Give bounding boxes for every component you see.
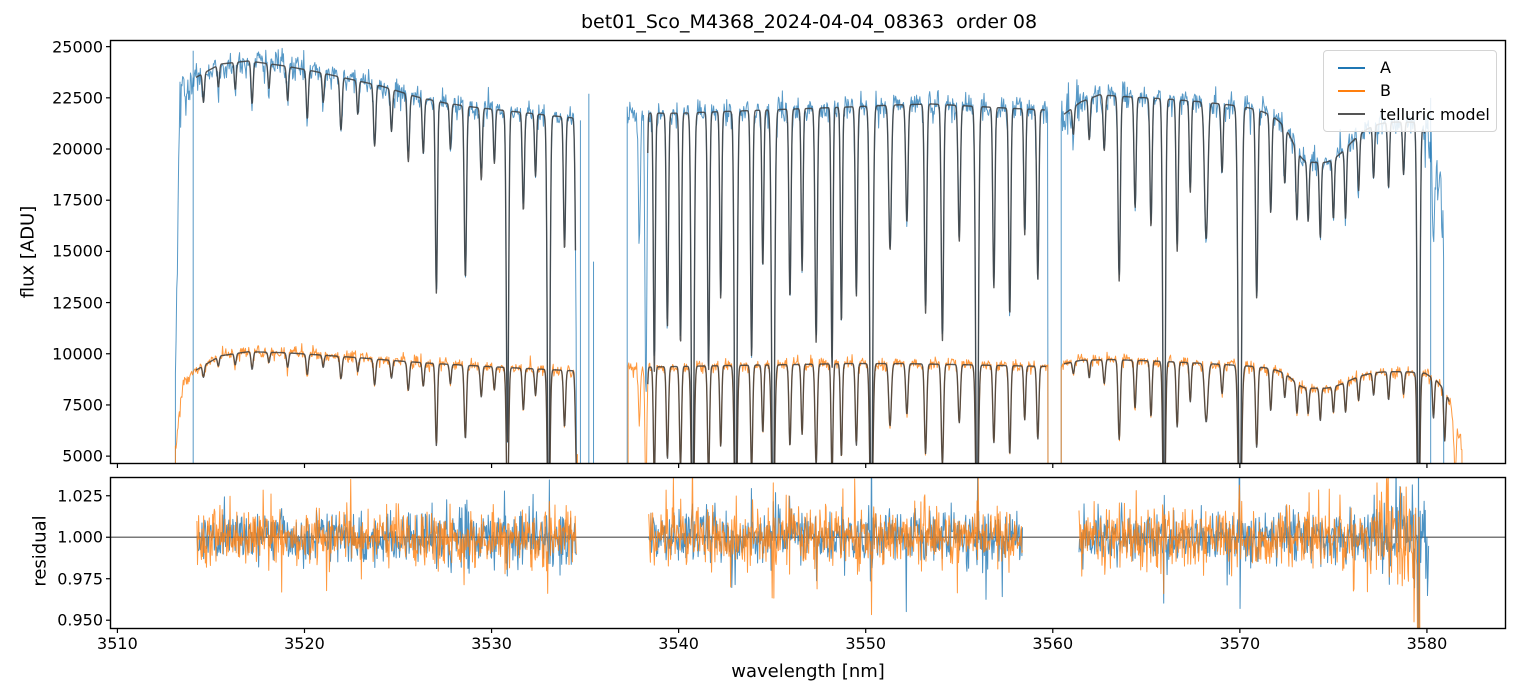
tick-label: 25000 xyxy=(52,37,103,57)
tick-label: 1.025 xyxy=(57,486,103,506)
tick-label: 3550 xyxy=(845,634,887,653)
tick-label: 3540 xyxy=(658,634,699,653)
tick-label: 10000 xyxy=(52,344,103,364)
tick-label: 0.950 xyxy=(57,610,103,630)
tick-label: 1.000 xyxy=(57,527,103,547)
tick-label: 17500 xyxy=(52,190,103,210)
tick-label: 22500 xyxy=(52,88,103,108)
tick-label: 3560 xyxy=(1032,634,1074,653)
tick-label: 3570 xyxy=(1219,634,1261,653)
legend-line-swatch-a xyxy=(1338,66,1365,69)
legend-line-swatch-b xyxy=(1338,89,1365,92)
legend-entry-b: B xyxy=(1338,81,1492,100)
tick-label: 3520 xyxy=(284,634,325,653)
tick-label: 3510 xyxy=(97,634,138,653)
legend-entry-telluric-model: telluric model xyxy=(1338,105,1492,124)
legend-entry-a: A xyxy=(1338,58,1492,77)
residual-y-axis-label: residual xyxy=(29,515,51,587)
legend-line-swatch-telluric xyxy=(1338,113,1365,116)
legend-label-a: A xyxy=(1380,58,1391,78)
tick-label: 20000 xyxy=(52,139,103,159)
flux-y-axis-label: flux [ADU] xyxy=(17,205,39,299)
legend-label-b: B xyxy=(1380,81,1391,101)
legend-label-telluric: telluric model xyxy=(1380,104,1490,124)
plot-title: bet01_Sco_M4368_2024-04-04_08363 order 0… xyxy=(580,11,1038,33)
tick-label: 12500 xyxy=(52,293,103,313)
tick-label: 5000 xyxy=(62,446,103,466)
tick-label: 3530 xyxy=(471,634,512,653)
tick-label: 15000 xyxy=(52,241,103,261)
legend-box: A B telluric model xyxy=(1323,50,1497,132)
x-axis-label: wavelength [nm] xyxy=(731,661,885,682)
tick-label: 7500 xyxy=(62,395,103,415)
tick-label: 3580 xyxy=(1406,634,1448,653)
tick-label: 0.975 xyxy=(57,569,103,589)
